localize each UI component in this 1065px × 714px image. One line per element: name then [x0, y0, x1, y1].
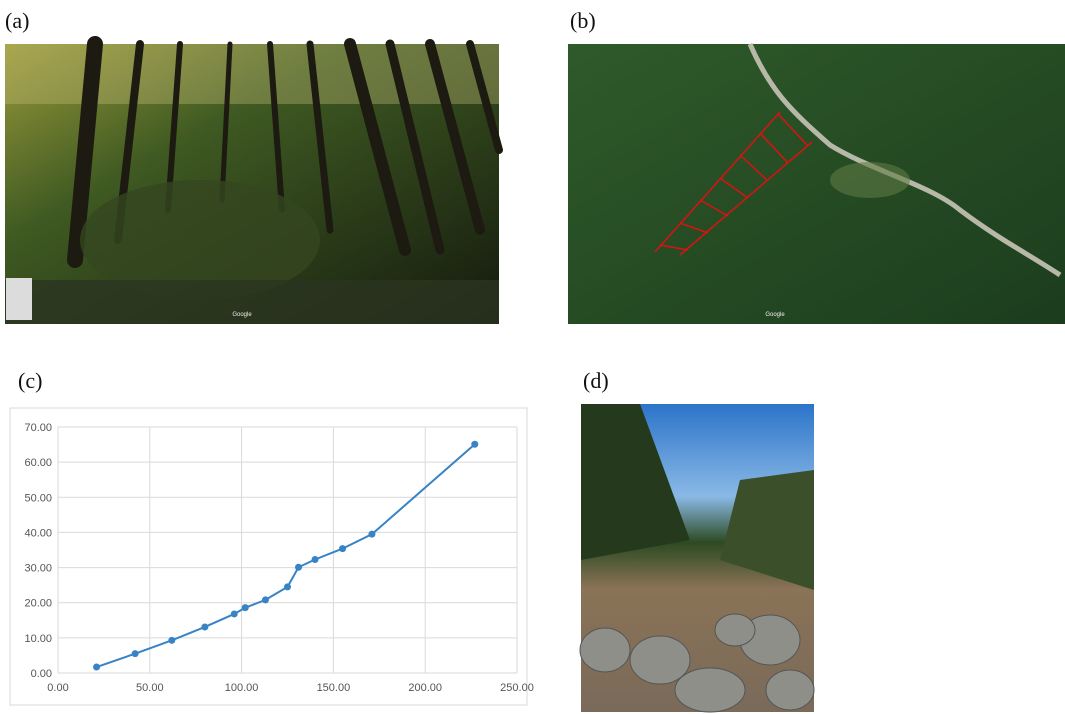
x-tick-label: 100.00 — [225, 682, 259, 694]
page: {"panels":[{"label":"(a)","watermark":"G… — [0, 0, 1065, 714]
panel-label: (b) — [570, 8, 596, 33]
chart-frame — [10, 408, 527, 705]
x-tick-label: 50.00 — [136, 682, 164, 694]
y-tick-label: 60.00 — [24, 457, 52, 469]
point — [284, 583, 291, 590]
y-tick-label: 10.00 — [24, 633, 52, 645]
watermark: Google — [765, 312, 785, 318]
point — [312, 556, 319, 563]
y-tick-label: 50.00 — [24, 492, 52, 504]
photo-d — [580, 404, 814, 712]
photo-a — [5, 44, 499, 324]
point — [93, 664, 100, 671]
point — [231, 610, 238, 617]
watermark: Google — [232, 312, 252, 318]
point — [168, 637, 175, 644]
y-tick-label: 40.00 — [24, 527, 52, 539]
point — [201, 623, 208, 630]
panel-label: (d) — [583, 368, 609, 393]
x-tick-label: 250.00 — [500, 682, 534, 694]
point — [262, 596, 269, 603]
x-tick-label: 150.00 — [317, 682, 351, 694]
y-tick-label: 30.00 — [24, 563, 52, 575]
y-tick-label: 70.00 — [24, 422, 52, 434]
point — [132, 650, 139, 657]
x-tick-label: 0.00 — [47, 682, 68, 694]
point — [471, 441, 478, 448]
panel-label: (c) — [18, 368, 42, 393]
panel-label: (a) — [5, 8, 29, 33]
y-tick-label: 20.00 — [24, 598, 52, 610]
photo-b — [568, 44, 1065, 324]
point — [295, 564, 302, 571]
point — [242, 604, 249, 611]
point — [339, 545, 346, 552]
point — [368, 531, 375, 538]
x-tick-label: 200.00 — [408, 682, 442, 694]
y-tick-label: 0.00 — [31, 668, 52, 680]
figure: Google Google (a) (b) (c) (d) 0.00 10.00 20.00… — [0, 0, 1065, 714]
